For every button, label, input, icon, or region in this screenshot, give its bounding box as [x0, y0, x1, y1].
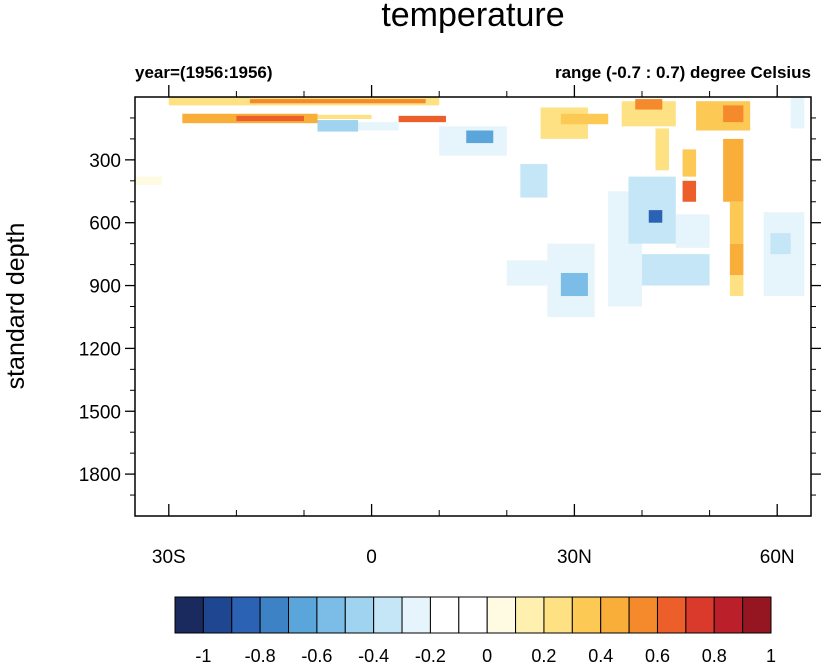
y-tick-label: 300 [89, 151, 121, 172]
colorbar-label: 1 [766, 646, 776, 663]
heatmap-cell [249, 99, 426, 104]
colorbar-box [515, 596, 545, 634]
y-axis-label: standard depth [2, 223, 30, 390]
year-label: year=(1956:1956) [135, 63, 273, 82]
heatmap-cell [135, 212, 237, 234]
colorbar: -1 -0.8 -0.6 -0.4 -0.2 0 0.2 0.4 0.6 0.8 1 [174, 596, 776, 663]
colorbar-box [174, 596, 204, 634]
heatmap-cell [655, 128, 670, 171]
heatmap-cell [560, 113, 609, 125]
colorbar-box [401, 596, 431, 634]
y-tick-label: 1800 [79, 465, 121, 486]
y-tick-label: 1200 [79, 339, 121, 360]
heatmap-cell [709, 453, 737, 475]
heatmap-cell [682, 149, 697, 177]
colorbar-label: 0 [482, 646, 492, 663]
colorbar-box [742, 596, 772, 634]
colorbar-label: -0.2 [415, 646, 446, 663]
colorbar-label: 0.4 [588, 646, 613, 663]
heatmap-cell [236, 115, 304, 122]
colorbar-box [259, 596, 290, 634]
heatmap-cell [466, 130, 494, 144]
heatmap-cell [560, 272, 588, 297]
colorbar-box [628, 596, 658, 634]
y-tick-label: 900 [89, 277, 121, 298]
colorbar-box [373, 596, 403, 634]
colorbar-box [316, 596, 346, 634]
x-tick-label: 60N [760, 547, 795, 568]
heatmap-cell [756, 411, 805, 506]
heatmap-cell [790, 97, 805, 129]
x-tick-label: 30N [557, 547, 592, 568]
heatmap-cell [317, 114, 372, 119]
heatmap-cell [723, 379, 744, 401]
heatmap-cell [236, 149, 359, 223]
heatmap-cell [351, 122, 399, 131]
colorbar-box [713, 596, 744, 634]
colorbar-box [429, 596, 460, 634]
heatmap-cell [729, 275, 744, 297]
y-tick-label: 600 [89, 214, 121, 235]
colorbar-label: -1 [195, 646, 211, 663]
heatmap-cell [729, 201, 744, 244]
heatmap-cell [635, 99, 663, 110]
x-tick-label: 30S [152, 547, 186, 568]
heatmap-cell [398, 115, 446, 123]
heatmap-cell [770, 233, 791, 255]
colorbar-box [543, 596, 573, 634]
heatmap-cell [777, 159, 805, 202]
colorbar-label: -0.8 [245, 646, 276, 663]
chart-title: temperature [381, 0, 564, 34]
colorbar-box [486, 596, 517, 634]
heatmap-cell [135, 243, 304, 297]
colorbar-label: 0.6 [645, 646, 670, 663]
colorbar-label: -0.6 [301, 646, 332, 663]
heatmap-cell [723, 138, 744, 202]
colorbar-box [202, 596, 233, 634]
colorbar-box [571, 596, 602, 634]
range-label: range (-0.7 : 0.7) degree Celsius [555, 63, 811, 82]
heatmap-cell [648, 210, 663, 223]
heatmap-cell [763, 212, 805, 297]
heatmap-cell [729, 243, 744, 276]
heatmap-cell [506, 260, 555, 286]
colorbar-box [458, 596, 488, 634]
heatmap-cell [682, 180, 697, 202]
colorbar-box [600, 596, 630, 634]
heatmap-cell [675, 214, 710, 248]
colorbar-label: 0.2 [531, 646, 556, 663]
heatmap-cell [317, 120, 359, 132]
y-tick-label: 1500 [79, 402, 121, 423]
colorbar-box [344, 596, 375, 634]
colorbar-box [685, 596, 715, 634]
colorbar-box [288, 596, 318, 634]
x-tick-label: 0 [366, 547, 377, 568]
heatmap-cells [135, 97, 805, 506]
colorbar-box [656, 596, 687, 634]
heatmap-cell [135, 176, 163, 185]
heatmap-cell [560, 358, 575, 391]
colorbar-label: -0.4 [358, 646, 389, 663]
heatmap-cell [642, 254, 710, 286]
heatmap-cell [520, 164, 548, 198]
colorbar-label: 0.8 [702, 646, 727, 663]
axes: 30S 0 30N 60N 300 600 900 1200 1500 1800 [79, 85, 821, 568]
colorbar-box [231, 596, 261, 634]
heatmap-cell [723, 105, 744, 123]
